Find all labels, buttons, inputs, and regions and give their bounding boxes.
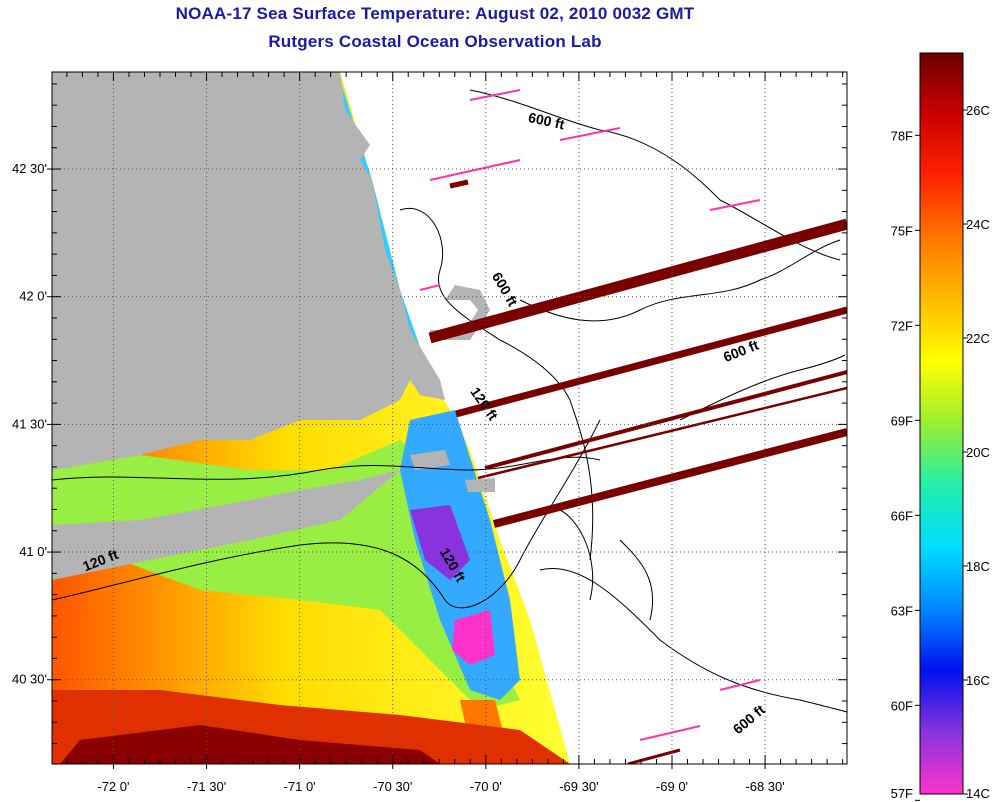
- x-tick-label-0: -72 0': [97, 779, 129, 794]
- y-tick-label-3: 41 0': [19, 544, 47, 559]
- y-tick-label-4: 40 30': [12, 672, 47, 687]
- mainland-new-england: [52, 72, 445, 470]
- cb-label-f-3: 69F: [891, 413, 913, 428]
- cb-label-f-2: 72F: [891, 318, 913, 333]
- x-tick-label-5: -69 30': [559, 779, 598, 794]
- pink-streaks: [419, 89, 761, 741]
- hot-band-south: [60, 725, 440, 764]
- cb-label-c-0: 26C: [966, 103, 990, 118]
- cb-label-f-0: 78F: [891, 128, 913, 143]
- contour-120-cape: [399, 207, 594, 561]
- y-tick-label-0: 42 30': [12, 161, 47, 176]
- x-tick-label-4: -70 0': [470, 779, 502, 794]
- scan-artifact-3: [484, 370, 847, 470]
- contour-label-0: 600 ft: [527, 109, 566, 132]
- contour-120-south: [52, 419, 601, 609]
- cb-label-f-5: 63F: [891, 603, 913, 618]
- scan-artifact-7: [627, 748, 681, 764]
- pink-streak-1: [469, 89, 521, 101]
- x-tick-label-2: -71 0': [284, 779, 316, 794]
- colorbar-scale: [919, 52, 964, 795]
- mid-band: [52, 440, 520, 710]
- long-island: [52, 470, 400, 580]
- land: [52, 72, 495, 580]
- cb-label-f-4: 66F: [891, 508, 913, 523]
- cb-label-f-6: 60F: [891, 698, 913, 713]
- x-tick-label-1: -71 30': [187, 779, 226, 794]
- scan-artifact-1: [428, 218, 847, 344]
- sst-patches: [52, 80, 570, 764]
- contour-shoals: [559, 509, 654, 621]
- pink-streak-3: [559, 127, 621, 141]
- colorbar-labels: 26C 24C 22C 20C 18C 16C 14C 78F 75F 72F 69F 66F 63F 6…: [891, 103, 990, 801]
- graticule: [52, 72, 847, 764]
- map-frame: [51, 71, 848, 765]
- coastline-south: [52, 456, 601, 481]
- cb-label-c-5: 16C: [966, 673, 990, 688]
- cold-patch-south: [452, 610, 495, 665]
- pink-streak-5: [719, 679, 761, 691]
- pink-streak-7: [419, 284, 441, 291]
- cb-label-f-1: 75F: [891, 223, 913, 238]
- chart-title: NOAA-17 Sea Surface Temperature: August …: [175, 4, 695, 23]
- x-tick-label-3: -70 30': [373, 779, 412, 794]
- coastline-and-contours: [52, 89, 847, 713]
- cb-label-c-2: 22C: [966, 331, 990, 346]
- scan-artifact-2: [455, 306, 847, 418]
- scan-artifact-6: [449, 179, 469, 189]
- axis-tick-labels: -72 0' -71 30' -71 0' -70 30' -70 0' -69 30' -…: [12, 161, 785, 794]
- scan-artifact-4: [477, 386, 847, 480]
- cb-label-c-6: 14C: [966, 786, 990, 801]
- pink-streak-4: [709, 199, 761, 211]
- x-tick-label-7: -68 30': [745, 779, 784, 794]
- scan-artifact-5: [492, 428, 847, 528]
- y-tick-label-1: 42 0': [19, 289, 47, 304]
- chart-subtitle: Rutgers Coastal Ocean Observation Lab: [268, 32, 602, 51]
- cb-label-c-3: 20C: [966, 445, 990, 460]
- frame-ticks: [47, 72, 847, 769]
- pink-streak-2: [429, 159, 521, 181]
- nantucket: [465, 478, 495, 492]
- marthas-vineyard: [410, 450, 450, 470]
- colorbar: 26C 24C 22C 20C 18C 16C 14C 78F 75F 72F 69F 66F 63F 6…: [891, 52, 990, 801]
- pink-streak-6: [639, 725, 701, 741]
- contour-600-mid: [519, 239, 841, 322]
- y-tick-label-2: 41 30': [12, 416, 47, 431]
- cold-patch-shoals: [410, 505, 470, 580]
- chart-titles: NOAA-17 Sea Surface Temperature: August …: [0, 0, 870, 56]
- contour-600-east: [679, 354, 846, 421]
- cb-label-c-1: 24C: [966, 217, 990, 232]
- x-tick-label-6: -69 0': [656, 779, 688, 794]
- cb-label-f-7: 57F: [891, 786, 913, 801]
- scan-artifacts: [428, 179, 847, 764]
- cb-label-c-4: 18C: [966, 559, 990, 574]
- contour-600-north: [469, 89, 841, 261]
